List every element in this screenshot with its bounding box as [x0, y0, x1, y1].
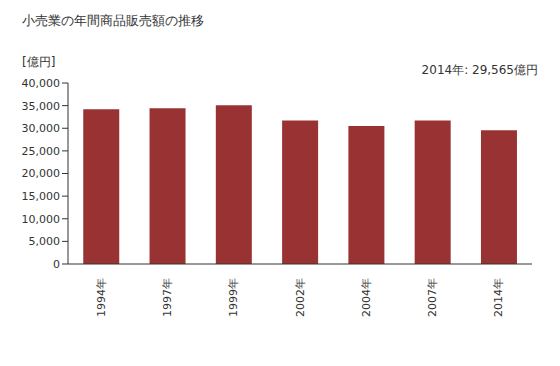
- svg-text:20,000: 20,000: [22, 167, 61, 180]
- svg-text:0: 0: [53, 258, 60, 271]
- svg-text:2014年: 2014年: [492, 278, 505, 317]
- svg-text:30,000: 30,000: [22, 122, 61, 135]
- svg-text:25,000: 25,000: [22, 145, 61, 158]
- svg-text:40,000: 40,000: [22, 77, 61, 90]
- svg-text:35,000: 35,000: [22, 100, 61, 113]
- svg-text:5,000: 5,000: [29, 235, 61, 248]
- html-text:[億円]: [億円]: [22, 55, 56, 69]
- svg-text:1997年: 1997年: [161, 278, 174, 317]
- svg-text:2002年: 2002年: [294, 278, 307, 317]
- svg-text:1999年: 1999年: [227, 278, 240, 317]
- svg-text:2007年: 2007年: [426, 278, 439, 317]
- html-text:2014年: 29,565億円: 2014年: 29,565億円: [421, 63, 538, 77]
- svg-text:10,000: 10,000: [22, 213, 61, 226]
- svg-text:2004年: 2004年: [360, 278, 373, 317]
- svg-text:15,000: 15,000: [22, 190, 61, 203]
- svg-text:1994年: 1994年: [95, 278, 108, 317]
- html-text:小売業の年間商品販売額の推移: 小売業の年間商品販売額の推移: [22, 13, 204, 28]
